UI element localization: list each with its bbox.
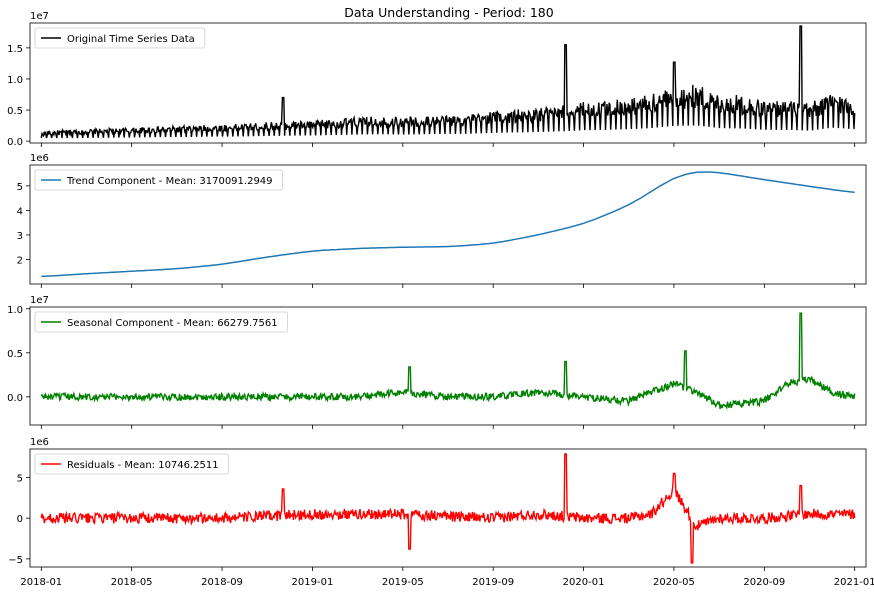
x-tick-label: 2018-09 [201,577,243,588]
y-offset-label: 1e7 [30,11,49,22]
legend-box [34,27,206,49]
subplot-2: 2 3 4 5 1e6 Trend Component - Mean: 3170091.2… [17,153,867,288]
x-tick-label: 2019-01 [292,577,334,588]
y-tick-label: 0.0 [7,137,23,148]
axes-frame [29,448,867,568]
x-tick-label: 2019-05 [382,577,424,588]
y-tick-label: 0.5 [7,106,23,117]
y-tick-label: 2 [17,255,23,266]
y-tick-label: 0.0 [7,393,23,404]
x-tick-label: 2020-09 [743,577,785,588]
y-offset-label: 1e6 [30,153,49,164]
x-tick-label: 2020-05 [653,577,695,588]
legend-box [34,169,283,191]
axes-frame [29,164,867,285]
y-tick-label: 4 [17,206,23,217]
y-offset-label: 1e6 [30,437,49,448]
x-tick-label: 2018-01 [20,577,62,588]
legend-box [34,311,289,333]
subplot-1: 0.0 0.5 1.0 1.5 1e7 Original Time Series Data [7,11,867,148]
legend-label: Original Time Series Data [67,34,195,45]
x-tick-label: 2019-09 [472,577,514,588]
legend-label: Residuals - Mean: 10746.2511 [67,460,219,471]
y-tick-label: 3 [17,231,23,242]
y-tick-label: 1.0 [7,305,23,316]
legend-box [34,453,230,475]
series-line [40,453,856,564]
y-tick-label: 5 [17,182,23,193]
legend-label: Trend Component - Mean: 3170091.2949 [66,176,273,187]
y-tick-label: −5 [8,555,23,566]
y-tick-label: 0 [17,514,23,525]
axes-frame [29,22,867,144]
legend-label: Seasonal Component - Mean: 66279.7561 [67,318,278,329]
x-tick-label: 2021-01 [834,577,874,588]
series-line [40,25,856,139]
y-tick-label: 1.0 [7,75,23,86]
x-tick-label: 2020-01 [563,577,605,588]
series-line [40,312,856,411]
figure-title: Data Understanding - Period: 180 [344,5,553,20]
subplot-3: 0.0 0.5 1.0 1e7 Seasonal Component - Mean: 6… [7,295,867,429]
axes-frame [29,306,867,426]
x-tick-label: 2018-05 [111,577,153,588]
y-offset-label: 1e7 [30,295,49,306]
y-tick-label: 5 [17,473,23,484]
y-tick-label: 1.5 [7,44,23,55]
y-tick-label: 0.5 [7,349,23,360]
series-line [41,171,855,278]
subplots: 0.0 0.5 1.0 1.5 1e7 Original Time Series Data… [7,11,874,588]
subplot-4: −5 0 5 1e6 2018-01 2018-05 2018-09 2019-01 2019-… [8,437,874,588]
